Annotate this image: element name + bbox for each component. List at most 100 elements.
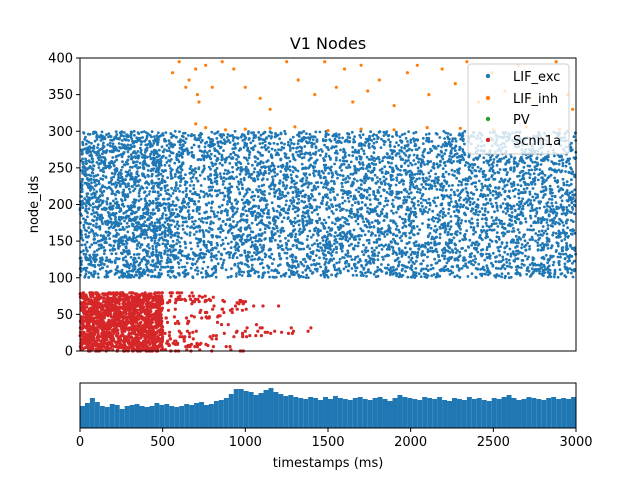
spike-point-lif-exc xyxy=(110,222,114,226)
spike-point-lif-exc xyxy=(148,255,152,259)
spike-point-lif-exc xyxy=(178,184,182,188)
spike-point-lif-exc xyxy=(103,163,106,166)
spike-point-lif-exc xyxy=(527,168,531,172)
spike-point-lif-exc xyxy=(224,223,228,227)
spike-point-lif-exc xyxy=(560,169,564,173)
spike-point-lif-exc xyxy=(91,202,95,206)
spike-point-lif-exc xyxy=(525,269,529,272)
spike-point-lif-exc xyxy=(280,247,284,251)
spike-point-lif-exc xyxy=(284,236,287,240)
spike-point-lif-exc xyxy=(346,132,349,135)
spike-point-lif-exc xyxy=(339,141,343,145)
spike-point-lif-exc xyxy=(126,159,129,162)
spike-point-lif-exc xyxy=(270,147,274,151)
spike-point-lif-exc xyxy=(488,163,491,167)
spike-point-lif-exc xyxy=(160,236,164,240)
spike-point-lif-exc xyxy=(195,266,199,270)
spike-point-lif-exc xyxy=(141,163,145,167)
spike-point-lif-exc xyxy=(257,185,261,188)
spike-point-lif-exc xyxy=(141,156,144,159)
spike-point-lif-exc xyxy=(263,223,267,227)
spike-point-lif-exc xyxy=(132,233,136,237)
spike-point-lif-exc xyxy=(219,191,222,195)
spike-point-lif-exc xyxy=(138,271,142,274)
spike-point-lif-exc xyxy=(126,230,130,234)
spike-point-lif-exc xyxy=(239,226,243,230)
spike-point-lif-exc xyxy=(235,272,238,275)
spike-point-lif-exc xyxy=(81,157,84,161)
spike-point-lif-exc xyxy=(275,269,279,273)
spike-point-lif-exc xyxy=(222,198,226,202)
spike-point-lif-exc xyxy=(161,174,165,178)
spike-point-lif-exc xyxy=(178,130,181,134)
spike-point-lif-exc xyxy=(114,185,118,189)
spike-point-lif-exc xyxy=(105,200,108,204)
spike-point-lif-exc xyxy=(390,202,394,206)
spike-point-lif-exc xyxy=(149,236,153,239)
spike-point-lif-exc xyxy=(518,200,521,204)
spike-point-lif-exc xyxy=(263,227,267,231)
spike-point-lif-exc xyxy=(441,207,445,211)
spike-point-lif-exc xyxy=(554,201,558,205)
spike-point-lif-exc xyxy=(342,162,346,166)
spike-point-lif-exc xyxy=(255,253,258,256)
spike-point-lif-exc xyxy=(105,186,109,190)
spike-point-lif-exc xyxy=(173,257,176,260)
spike-point-lif-exc xyxy=(167,159,170,162)
spike-point-lif-exc xyxy=(87,258,91,262)
spike-point-lif-exc xyxy=(372,151,376,155)
spike-point-lif-exc xyxy=(124,178,127,182)
spike-point-lif-exc xyxy=(559,255,562,259)
spike-point-lif-exc xyxy=(303,145,307,148)
spike-point-lif-exc xyxy=(226,242,230,246)
spike-point-lif-exc xyxy=(410,268,414,272)
spike-point-lif-exc xyxy=(110,150,114,154)
spike-point-lif-exc xyxy=(197,200,201,203)
spike-point-lif-exc xyxy=(432,163,436,167)
spike-point-lif-exc xyxy=(376,265,380,269)
spike-point-lif-exc xyxy=(120,139,124,142)
spike-point-lif-exc xyxy=(120,155,124,159)
spike-point-lif-exc xyxy=(222,138,226,142)
spike-point-lif-exc xyxy=(224,236,228,240)
spike-point-lif-exc xyxy=(420,183,424,186)
spike-point-lif-exc xyxy=(513,259,516,263)
spike-point-lif-exc xyxy=(551,233,555,237)
spike-point-lif-exc xyxy=(261,258,264,262)
spike-point-lif-exc xyxy=(444,268,447,272)
spike-point-lif-exc xyxy=(378,185,381,189)
spike-point-lif-exc xyxy=(82,226,86,229)
spike-point-lif-exc xyxy=(141,136,145,139)
spike-point-lif-exc xyxy=(348,237,351,241)
spike-point-lif-exc xyxy=(121,239,125,243)
spike-point-lif-exc xyxy=(438,259,442,262)
spike-point-lif-exc xyxy=(350,242,353,246)
spike-point-lif-exc xyxy=(208,149,212,153)
spike-point-lif-exc xyxy=(167,146,171,150)
spike-point-lif-exc xyxy=(557,168,561,172)
spike-point-lif-exc xyxy=(429,226,433,230)
spike-point-lif-exc xyxy=(454,214,457,218)
spike-point-lif-exc xyxy=(329,234,333,237)
spike-point-lif-exc xyxy=(192,187,196,191)
spike-point-lif-exc xyxy=(330,165,333,169)
spike-point-lif-exc xyxy=(102,262,106,266)
spike-point-lif-exc xyxy=(337,133,341,136)
spike-point-lif-exc xyxy=(362,220,365,224)
spike-point-lif-exc xyxy=(131,210,135,213)
spike-point-lif-exc xyxy=(145,265,149,269)
spike-point-lif-exc xyxy=(249,245,253,249)
spike-point-lif-exc xyxy=(144,258,147,261)
spike-point-lif-exc xyxy=(93,259,97,263)
spike-point-lif-exc xyxy=(273,194,277,198)
spike-point-lif-exc xyxy=(101,174,105,178)
spike-point-lif-exc xyxy=(224,268,228,272)
spike-point-lif-exc xyxy=(565,244,569,248)
spike-point-lif-exc xyxy=(506,195,510,198)
spike-point-lif-exc xyxy=(145,186,149,190)
spike-point-lif-exc xyxy=(135,210,138,214)
spike-point-lif-exc xyxy=(148,190,152,193)
spike-point-lif-exc xyxy=(105,231,108,234)
spike-point-lif-exc xyxy=(259,133,263,137)
spike-point-lif-exc xyxy=(104,237,108,241)
